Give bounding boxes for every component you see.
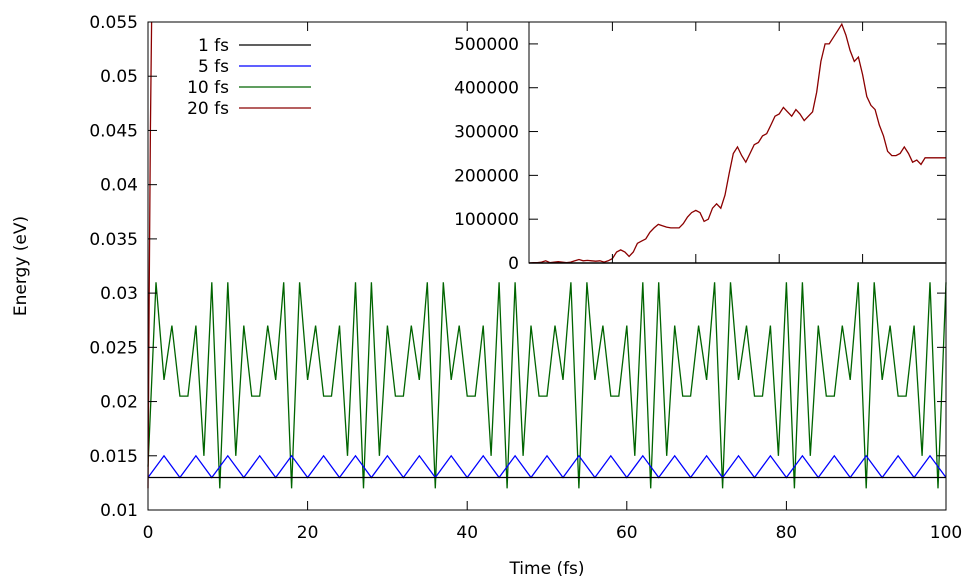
x-tick-label: 60 bbox=[616, 523, 638, 543]
y-tick-label: 0.05 bbox=[100, 67, 138, 87]
inset-y-tick-label: 400000 bbox=[454, 79, 519, 99]
y-axis-label: Energy (eV) bbox=[11, 216, 31, 316]
legend-label: 5 fs bbox=[198, 57, 229, 77]
inset-y-tick-label: 500000 bbox=[454, 35, 519, 55]
inset-series-line-0 bbox=[528, 22, 946, 264]
inset-ticks bbox=[529, 22, 946, 264]
inset-background bbox=[529, 22, 946, 263]
inset-y-tick-label: 300000 bbox=[454, 123, 519, 143]
x-tick-label: 20 bbox=[297, 523, 319, 543]
x-tick-label: 100 bbox=[930, 523, 962, 543]
x-tick-label: 40 bbox=[456, 523, 478, 543]
inset-y-tick-label: 100000 bbox=[454, 210, 519, 230]
y-tick-label: 0.045 bbox=[89, 121, 138, 141]
x-tick-label: 0 bbox=[143, 523, 154, 543]
y-tick-label: 0.015 bbox=[89, 447, 138, 467]
y-tick-label: 0.035 bbox=[89, 230, 138, 250]
x-tick-label: 80 bbox=[776, 523, 798, 543]
inset-y-tick-label: 200000 bbox=[454, 166, 519, 186]
main-tick-labels: 0 20 40 60 80 100 0.01 0.015 0.02 0.025 0.03 0.035 0… bbox=[89, 13, 962, 543]
x-axis-label: Time (fs) bbox=[508, 559, 584, 579]
inset-plot: 0 100000 200000 300000 400000 500000 bbox=[454, 21, 947, 274]
legend-label: 20 fs bbox=[187, 99, 229, 119]
main-plot: 0 20 40 60 80 100 0.01 0.015 0.02 0.025 0.03 0.035 0… bbox=[11, 13, 962, 579]
series-line-10-fs bbox=[147, 282, 947, 489]
inset-tick-labels: 0 100000 200000 300000 400000 500000 bbox=[454, 35, 519, 274]
y-tick-label: 0.055 bbox=[89, 13, 138, 33]
y-tick-label: 0.04 bbox=[100, 176, 138, 196]
y-tick-label: 0.03 bbox=[100, 284, 138, 304]
y-tick-label: 0.025 bbox=[89, 338, 138, 358]
legend-label: 1 fs bbox=[198, 36, 229, 56]
inset-plot-frame bbox=[528, 21, 947, 264]
y-tick-label: 0.01 bbox=[100, 501, 138, 521]
series-line-5-fs bbox=[147, 454, 947, 479]
inset-y-tick-label: 0 bbox=[508, 254, 519, 274]
legend-label: 10 fs bbox=[187, 78, 229, 98]
y-tick-label: 0.02 bbox=[100, 393, 138, 413]
